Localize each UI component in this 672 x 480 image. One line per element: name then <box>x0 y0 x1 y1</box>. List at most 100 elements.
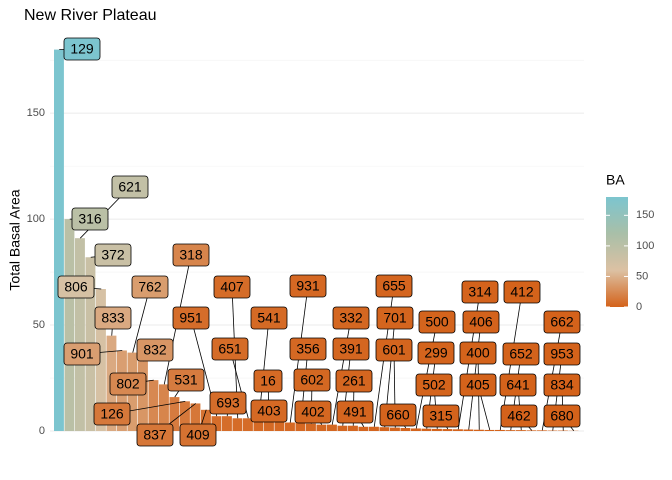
label-box <box>209 391 247 415</box>
bar-label: 651 <box>218 341 242 357</box>
bar-label: 655 <box>382 278 406 294</box>
label-box <box>211 337 249 361</box>
bar <box>453 429 463 431</box>
bar <box>138 361 148 431</box>
bar <box>432 428 442 431</box>
bar <box>526 430 537 431</box>
bar-label: 693 <box>216 395 240 411</box>
label-box <box>335 369 373 393</box>
bar <box>148 380 159 431</box>
bar <box>264 420 274 431</box>
bar <box>96 289 106 431</box>
label-box <box>502 342 540 366</box>
label-box <box>415 373 453 397</box>
bar-label: 601 <box>382 342 406 358</box>
bar-label: 129 <box>70 41 94 57</box>
bar-label: 834 <box>550 377 574 393</box>
bar-label: 641 <box>506 377 530 393</box>
label-box <box>63 342 101 366</box>
y-tick-label: 50 <box>33 319 45 331</box>
label-box <box>461 280 499 304</box>
label-box <box>499 373 537 397</box>
bar <box>337 425 348 431</box>
bar-label: 901 <box>70 346 94 362</box>
label-box <box>94 306 132 330</box>
label-box <box>375 338 413 362</box>
bar <box>306 423 316 431</box>
label-box <box>543 373 581 397</box>
bar <box>190 403 201 431</box>
bar-label: 407 <box>220 279 244 295</box>
bar <box>169 397 180 431</box>
bar-label: 462 <box>507 408 531 424</box>
legend-tick-label: 50 <box>636 270 648 282</box>
bar <box>180 401 190 431</box>
bar-label: 318 <box>179 247 203 263</box>
bar <box>421 428 432 431</box>
legend-colorbar <box>606 197 628 307</box>
label-box <box>543 310 581 334</box>
bar <box>75 238 85 431</box>
label-box <box>71 207 109 231</box>
bar-label: 701 <box>383 310 407 326</box>
bar-label: 951 <box>179 310 203 326</box>
bar <box>537 430 547 431</box>
bar <box>222 416 232 431</box>
label-box <box>375 274 413 298</box>
bar <box>243 418 253 431</box>
label-box <box>167 368 205 392</box>
bar-label: 491 <box>343 404 367 420</box>
label-box <box>289 274 327 298</box>
bar <box>379 427 390 431</box>
bar <box>390 427 400 431</box>
legend-title: BA <box>606 172 625 188</box>
bar <box>495 429 505 431</box>
bar-label: 314 <box>468 284 492 300</box>
bar-label: 837 <box>143 427 167 443</box>
bar-label: 16 <box>260 373 276 389</box>
bar <box>348 425 358 431</box>
bar-label: 315 <box>429 408 453 424</box>
bar-label: 832 <box>143 342 167 358</box>
label-box <box>336 400 374 424</box>
bar <box>505 430 516 431</box>
bar-label: 402 <box>301 404 325 420</box>
label-box <box>172 243 210 267</box>
chart-title: New River Plateau <box>24 7 157 24</box>
label-box <box>136 338 174 362</box>
label-box <box>418 310 456 334</box>
bar <box>253 420 264 431</box>
bar-label: 391 <box>339 341 363 357</box>
bar-label: 356 <box>296 341 320 357</box>
label-box <box>250 399 288 423</box>
label-box <box>94 243 132 267</box>
bar <box>516 430 526 431</box>
bar-label: 299 <box>424 345 448 361</box>
bar <box>474 429 484 431</box>
label-box <box>376 306 414 330</box>
bar <box>274 421 285 431</box>
label-box <box>136 423 174 447</box>
label-box <box>109 372 147 396</box>
label-box <box>332 337 370 361</box>
bar <box>463 429 474 431</box>
bar <box>484 429 495 431</box>
bar-label: 762 <box>138 279 162 295</box>
label-box <box>63 37 101 61</box>
bar <box>411 428 421 431</box>
label-box <box>462 310 500 334</box>
bar-label: 500 <box>425 314 449 330</box>
label-box <box>459 373 497 397</box>
label-box <box>503 280 541 304</box>
bar-label: 802 <box>116 376 140 392</box>
bar <box>358 426 369 431</box>
label-box <box>93 402 131 426</box>
label-box <box>111 175 149 199</box>
label-box <box>213 275 251 299</box>
bar-label: 931 <box>296 278 320 294</box>
bar <box>201 409 211 431</box>
bar <box>295 422 306 431</box>
label-box <box>543 404 581 428</box>
bar-label: 409 <box>186 427 210 443</box>
y-axis-label: Total Basal Area <box>7 189 23 290</box>
